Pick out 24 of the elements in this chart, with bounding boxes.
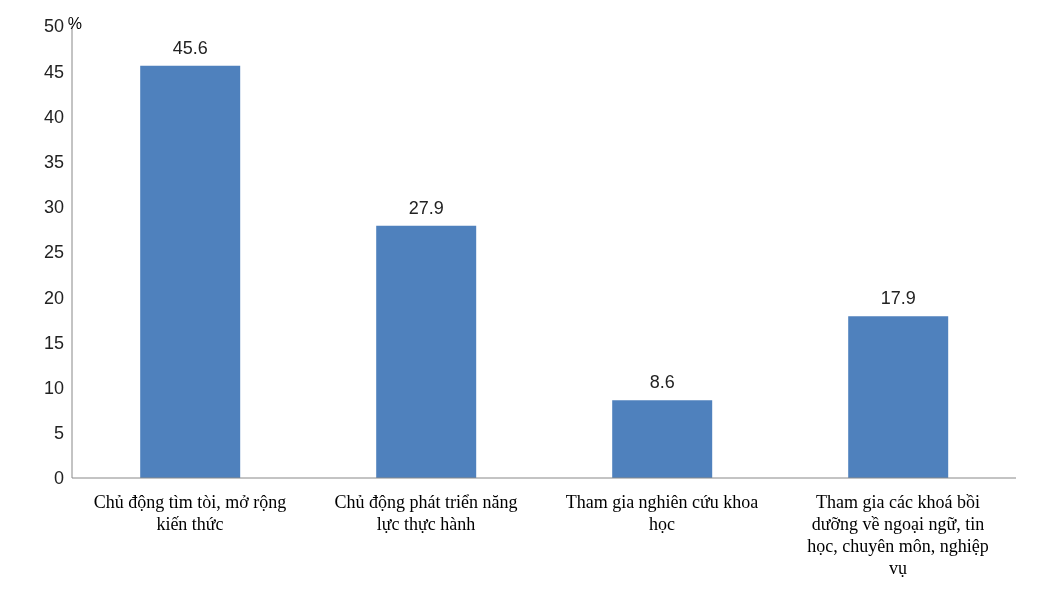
x-tick-label: Tham gia nghiên cứu khoa học xyxy=(565,492,759,534)
y-tick-label: 30 xyxy=(43,197,64,218)
y-tick-label: 35 xyxy=(43,151,64,172)
bar xyxy=(376,225,477,478)
y-tick-label: 5 xyxy=(53,423,64,444)
x-tick-label: Tham gia các khoá bồi dưỡng về ngoại ngữ, tin học, chuyên môn, nghiệp vụ xyxy=(807,492,989,578)
y-tick-label: 25 xyxy=(43,242,64,263)
data-label: 8.6 xyxy=(649,372,675,393)
y-tick-label: 50 xyxy=(43,16,64,37)
y-tick-label: 20 xyxy=(43,287,64,308)
y-axis-title: % xyxy=(67,15,82,33)
bar xyxy=(612,400,713,478)
y-tick-label: 0 xyxy=(53,468,64,489)
y-tick-label: 15 xyxy=(43,332,64,353)
y-tick-label: 10 xyxy=(43,377,64,398)
bar xyxy=(848,316,949,478)
x-tick-label: Chủ động tìm tòi, mở rộng kiến thức xyxy=(93,492,287,534)
y-tick-label: 40 xyxy=(43,106,64,127)
x-tick-label: Chủ động phát triển năng lực thực hành xyxy=(334,492,518,534)
data-label: 45.6 xyxy=(172,37,208,58)
y-tick-label: 45 xyxy=(43,61,64,82)
data-label: 27.9 xyxy=(408,197,444,218)
bar xyxy=(140,65,241,478)
data-label: 17.9 xyxy=(880,288,916,309)
